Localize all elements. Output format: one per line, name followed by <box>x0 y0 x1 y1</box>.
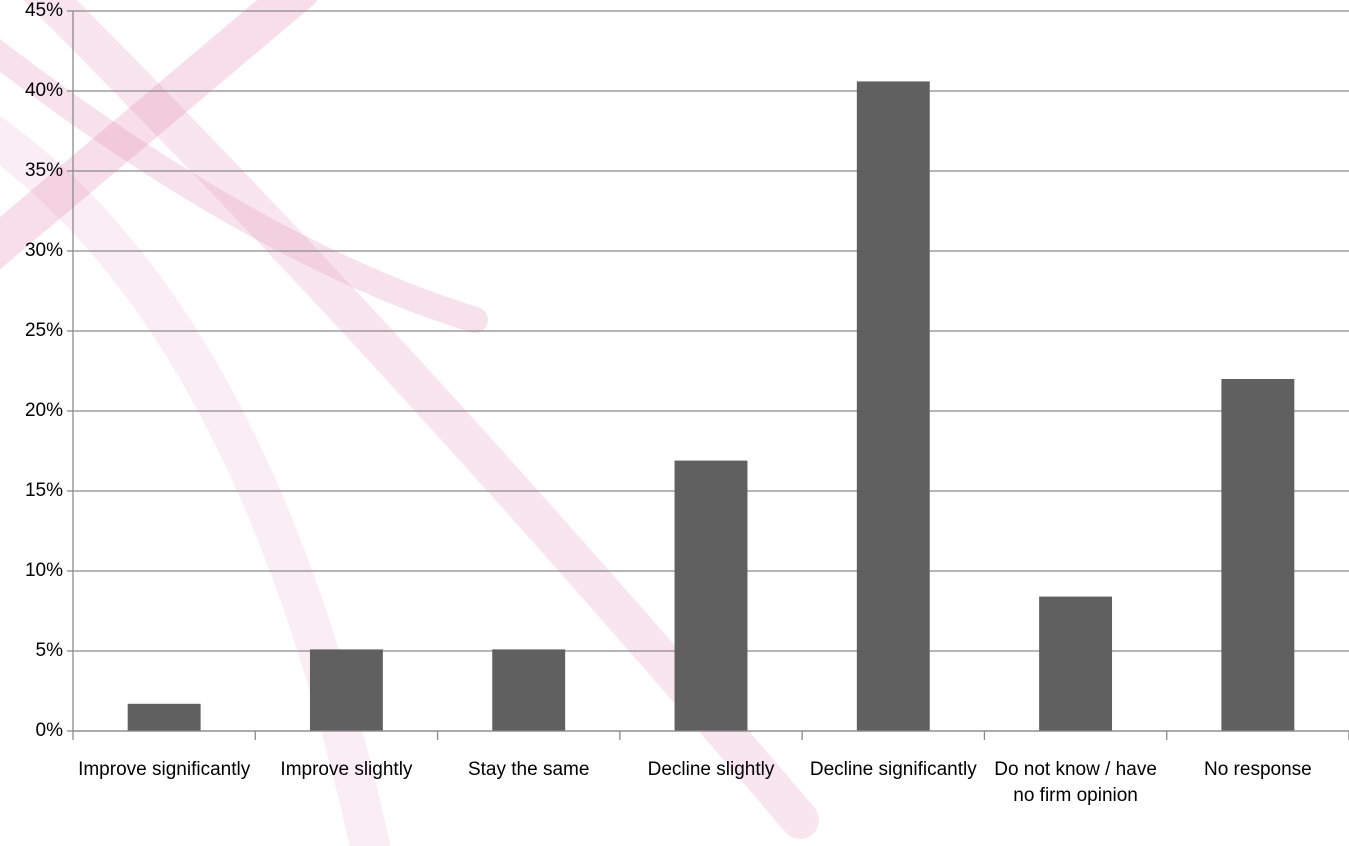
y-tick-label: 10% <box>25 560 63 581</box>
x-tick-label: Do not know / have no firm opinion <box>994 759 1157 806</box>
x-tick-label: Decline significantly <box>810 759 977 780</box>
y-tick-label: 5% <box>36 640 64 661</box>
x-tick-label: Decline slightly <box>648 759 775 780</box>
y-tick-label: 15% <box>25 480 63 501</box>
y-tick-label: 20% <box>25 400 63 421</box>
x-tick-label: Improve significantly <box>78 759 251 780</box>
y-tick-label: 35% <box>25 160 63 181</box>
y-tick-label: 25% <box>25 320 63 341</box>
bar <box>1039 596 1113 731</box>
bar <box>309 649 383 731</box>
bar <box>856 81 930 731</box>
x-tick-label: No response <box>1204 759 1312 780</box>
x-tick-label: Improve slightly <box>280 759 412 780</box>
bar <box>127 703 201 731</box>
y-tick-label: 0% <box>36 720 64 741</box>
bar <box>674 460 748 731</box>
y-tick-label: 40% <box>25 80 63 101</box>
x-tick-label: Stay the same <box>468 759 589 780</box>
bar <box>492 649 566 731</box>
y-tick-label: 30% <box>25 240 63 261</box>
bar <box>1221 379 1295 731</box>
y-tick-label: 45% <box>25 0 63 21</box>
